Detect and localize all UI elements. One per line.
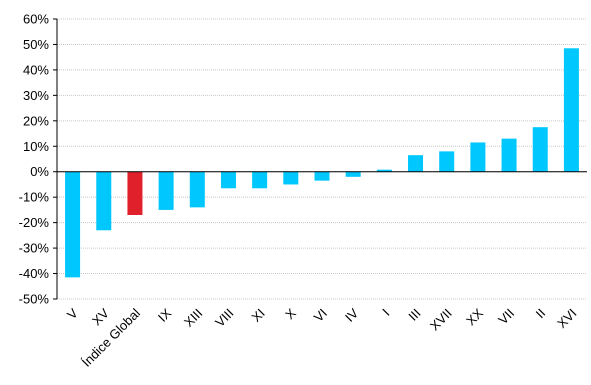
x-tick-label: XI <box>248 306 267 325</box>
x-tick-label: XIII <box>181 306 205 330</box>
bar <box>283 171 299 185</box>
bar <box>65 171 81 278</box>
y-tick-label: 0% <box>30 164 49 179</box>
y-tick-label: 30% <box>23 88 49 103</box>
x-tick-label: XV <box>89 305 112 328</box>
bar <box>563 48 579 172</box>
y-tick-label: -30% <box>19 241 50 256</box>
bar <box>439 151 455 172</box>
y-tick-label: 10% <box>23 139 49 154</box>
x-tick-label: X <box>282 305 299 322</box>
x-tick-label: XX <box>463 305 486 328</box>
y-axis: 60% 50% 40% 30% 20% 10% 0% -10% -20% -30% -40% -50% <box>19 12 50 307</box>
y-tick-label: 40% <box>23 62 49 77</box>
bar <box>314 171 330 181</box>
x-tick-label: III <box>405 306 423 324</box>
bar <box>158 171 174 210</box>
y-tick-label: 50% <box>23 37 49 52</box>
x-tick-label: Índice Global <box>79 305 143 369</box>
axes <box>53 18 587 300</box>
x-tick-label: XVI <box>554 306 579 331</box>
x-tick-label: II <box>533 306 549 322</box>
x-tick-label: V <box>64 305 81 322</box>
bar <box>376 169 392 172</box>
bar <box>501 138 517 172</box>
y-tick-label: -50% <box>19 292 50 307</box>
y-tick-label: 60% <box>23 12 49 27</box>
x-tick-label: IX <box>155 305 175 325</box>
bar-highlight <box>127 171 143 215</box>
y-tick-label: -20% <box>19 215 50 230</box>
x-tick-label: VIII <box>212 306 236 330</box>
bar <box>96 171 112 231</box>
x-tick-label: IV <box>342 305 362 325</box>
bars <box>65 48 579 278</box>
bar <box>470 142 486 172</box>
x-tick-label: VII <box>495 306 517 328</box>
bar <box>532 127 548 172</box>
y-tick-label: -10% <box>19 190 50 205</box>
x-tick-label: I <box>379 306 392 319</box>
y-tick-label: -40% <box>19 266 50 281</box>
bar <box>345 171 361 177</box>
bar <box>252 171 268 189</box>
bar <box>220 171 236 189</box>
x-tick-label: XVII <box>427 306 455 334</box>
bar <box>408 155 424 172</box>
bar <box>189 171 205 208</box>
y-tick-label: 20% <box>23 113 49 128</box>
x-tick-label: VI <box>311 306 330 325</box>
